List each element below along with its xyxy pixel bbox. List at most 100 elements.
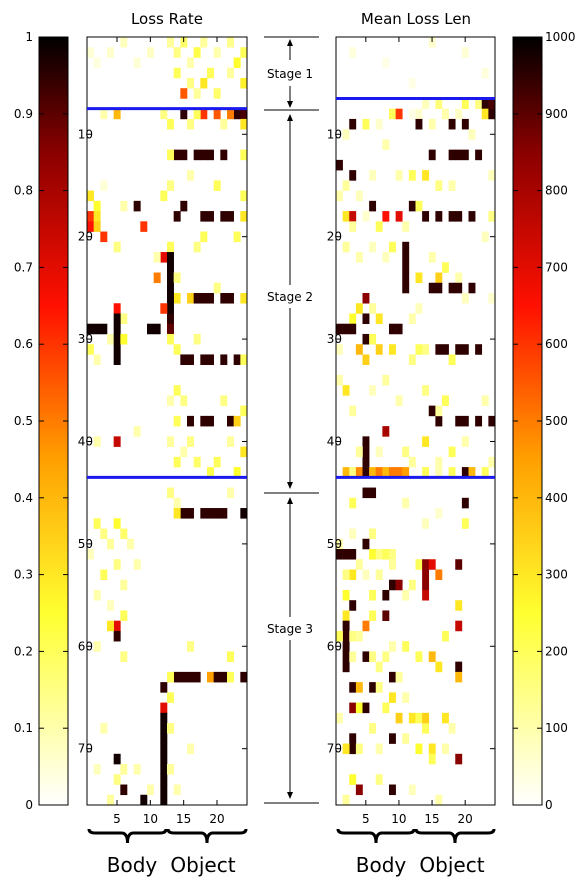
mean-loss-len-ytick-label: 30 [327, 332, 342, 346]
loss-rate-cell [160, 794, 168, 806]
mean-loss-len-cell [369, 200, 377, 212]
mean-loss-len-cell [375, 549, 383, 560]
mean-loss-len-cell [395, 712, 403, 724]
loss-rate-cell [207, 293, 214, 304]
loss-rate-cell [167, 313, 174, 325]
mean-loss-len-cell [362, 467, 370, 478]
loss-rate-cell [240, 508, 248, 519]
mean-loss-len-cell [375, 313, 383, 325]
loss-rate-cell [233, 108, 241, 120]
loss-rate-cell [160, 303, 168, 314]
loss-rate-cell [180, 88, 188, 99]
loss-rate-cell [93, 354, 101, 365]
mean-loss-len-cell [349, 405, 357, 417]
loss-rate-cell [107, 333, 114, 345]
mean-loss-len-cell [422, 98, 430, 109]
mean-loss-len-cell [362, 569, 370, 581]
loss-rate-cell [113, 559, 121, 570]
mean-loss-len-cell [382, 374, 390, 386]
loss-rate-xtick-label: 20 [209, 812, 224, 826]
mean-loss-len-cell [375, 221, 383, 232]
mean-loss-len-cell [442, 262, 449, 273]
loss-rate-cell [173, 671, 181, 683]
loss-rate-cell [140, 794, 148, 806]
mean-loss-len-cell [402, 252, 410, 263]
loss-rate-cell [167, 180, 174, 191]
brace-right-object [414, 828, 496, 844]
mean-loss-len-cell [422, 211, 430, 222]
mean-loss-len-cell [455, 559, 463, 570]
mean-loss-len-cell [468, 211, 476, 222]
mean-loss-len-cell [342, 661, 350, 673]
loss-rate-cell [173, 784, 181, 796]
loss-rate-cell [87, 190, 94, 202]
mean-loss-len-cell [475, 415, 483, 427]
mean-loss-len-cell [382, 426, 390, 437]
loss-rate-ytick-label: 30 [78, 332, 93, 346]
mean-loss-len-cell [395, 467, 403, 478]
mean-loss-len-cell [402, 467, 410, 478]
colorbar-left-tick-label: 0.4 [14, 491, 33, 505]
mean-loss-len-cell [362, 702, 370, 714]
loss-rate-cell [153, 272, 161, 284]
loss-rate-cell [200, 508, 208, 519]
loss-rate-cell [160, 733, 168, 744]
loss-rate-cell [167, 272, 174, 284]
colorbar-left-tick-label: 1 [25, 30, 33, 44]
loss-rate-cell [120, 651, 128, 662]
mean-loss-len-cell [395, 170, 403, 181]
mean-loss-len-cell [428, 651, 436, 662]
mean-loss-len-cell [428, 559, 436, 570]
colorbar-right-tick-label: 500 [545, 414, 568, 428]
loss-rate-cell [113, 620, 121, 632]
mean-loss-len-cell [362, 620, 370, 632]
mean-loss-len-cell [342, 241, 350, 253]
loss-rate-cell [120, 579, 128, 591]
mean-loss-len-cell [342, 180, 350, 191]
mean-loss-len-cell [349, 118, 357, 130]
mean-loss-len-cell [435, 98, 443, 109]
mean-loss-len-cell [336, 712, 343, 724]
stage3-arrowhead-up [287, 497, 293, 504]
loss-rate-cell [213, 108, 221, 120]
mean-loss-len-cell [369, 170, 377, 181]
mean-loss-len-cell [422, 589, 430, 601]
colorbar-left-tick-label: 0.9 [14, 107, 33, 121]
mean-loss-len-cell [408, 579, 416, 591]
mean-loss-len-cell [435, 569, 443, 581]
loss-rate-cell [173, 497, 181, 509]
mean-loss-len-stage-lines [336, 96, 495, 479]
stage-annotations: Stage 1 Stage 2 Stage 3 [264, 36, 319, 804]
loss-rate-cell [87, 323, 94, 335]
mean-loss-len-cell [402, 272, 410, 284]
loss-rate-cell [193, 108, 201, 120]
mean-loss-len-cell [402, 497, 410, 509]
mean-loss-len-cell [369, 610, 377, 621]
colorbar-left-tick-label: 0.2 [14, 644, 33, 658]
mean-loss-len-cell [389, 241, 396, 253]
loss-rate-cell [100, 723, 108, 734]
colorbar-right-tick-label: 700 [545, 260, 568, 274]
mean-loss-len-cell [408, 170, 416, 181]
loss-rate-cell [100, 323, 108, 335]
loss-rate-ytick-label: 10 [78, 127, 93, 141]
loss-rate-cell [167, 303, 174, 314]
mean-loss-len-cell [481, 98, 489, 109]
loss-rate-cell [240, 118, 248, 130]
mean-loss-len-cell [382, 467, 390, 478]
loss-rate-xtick-label: 5 [113, 812, 121, 826]
mean-loss-len-cell [389, 733, 396, 744]
mean-loss-len-cell [415, 651, 423, 662]
mean-loss-len-cell [448, 467, 456, 478]
loss-rate-cell [187, 118, 194, 130]
mean-loss-len-cell [455, 149, 463, 161]
mean-loss-len-cell [455, 344, 463, 355]
mean-loss-len-cell [369, 487, 377, 499]
loss-rate-cell [180, 108, 188, 120]
loss-rate-cell [233, 467, 241, 478]
mean-loss-len-cell [336, 190, 343, 202]
mean-loss-len-cell [422, 559, 430, 570]
loss-rate-cell [173, 293, 181, 304]
mean-loss-len-cell [389, 579, 396, 591]
mean-loss-len-ytick-label: 60 [327, 639, 342, 653]
